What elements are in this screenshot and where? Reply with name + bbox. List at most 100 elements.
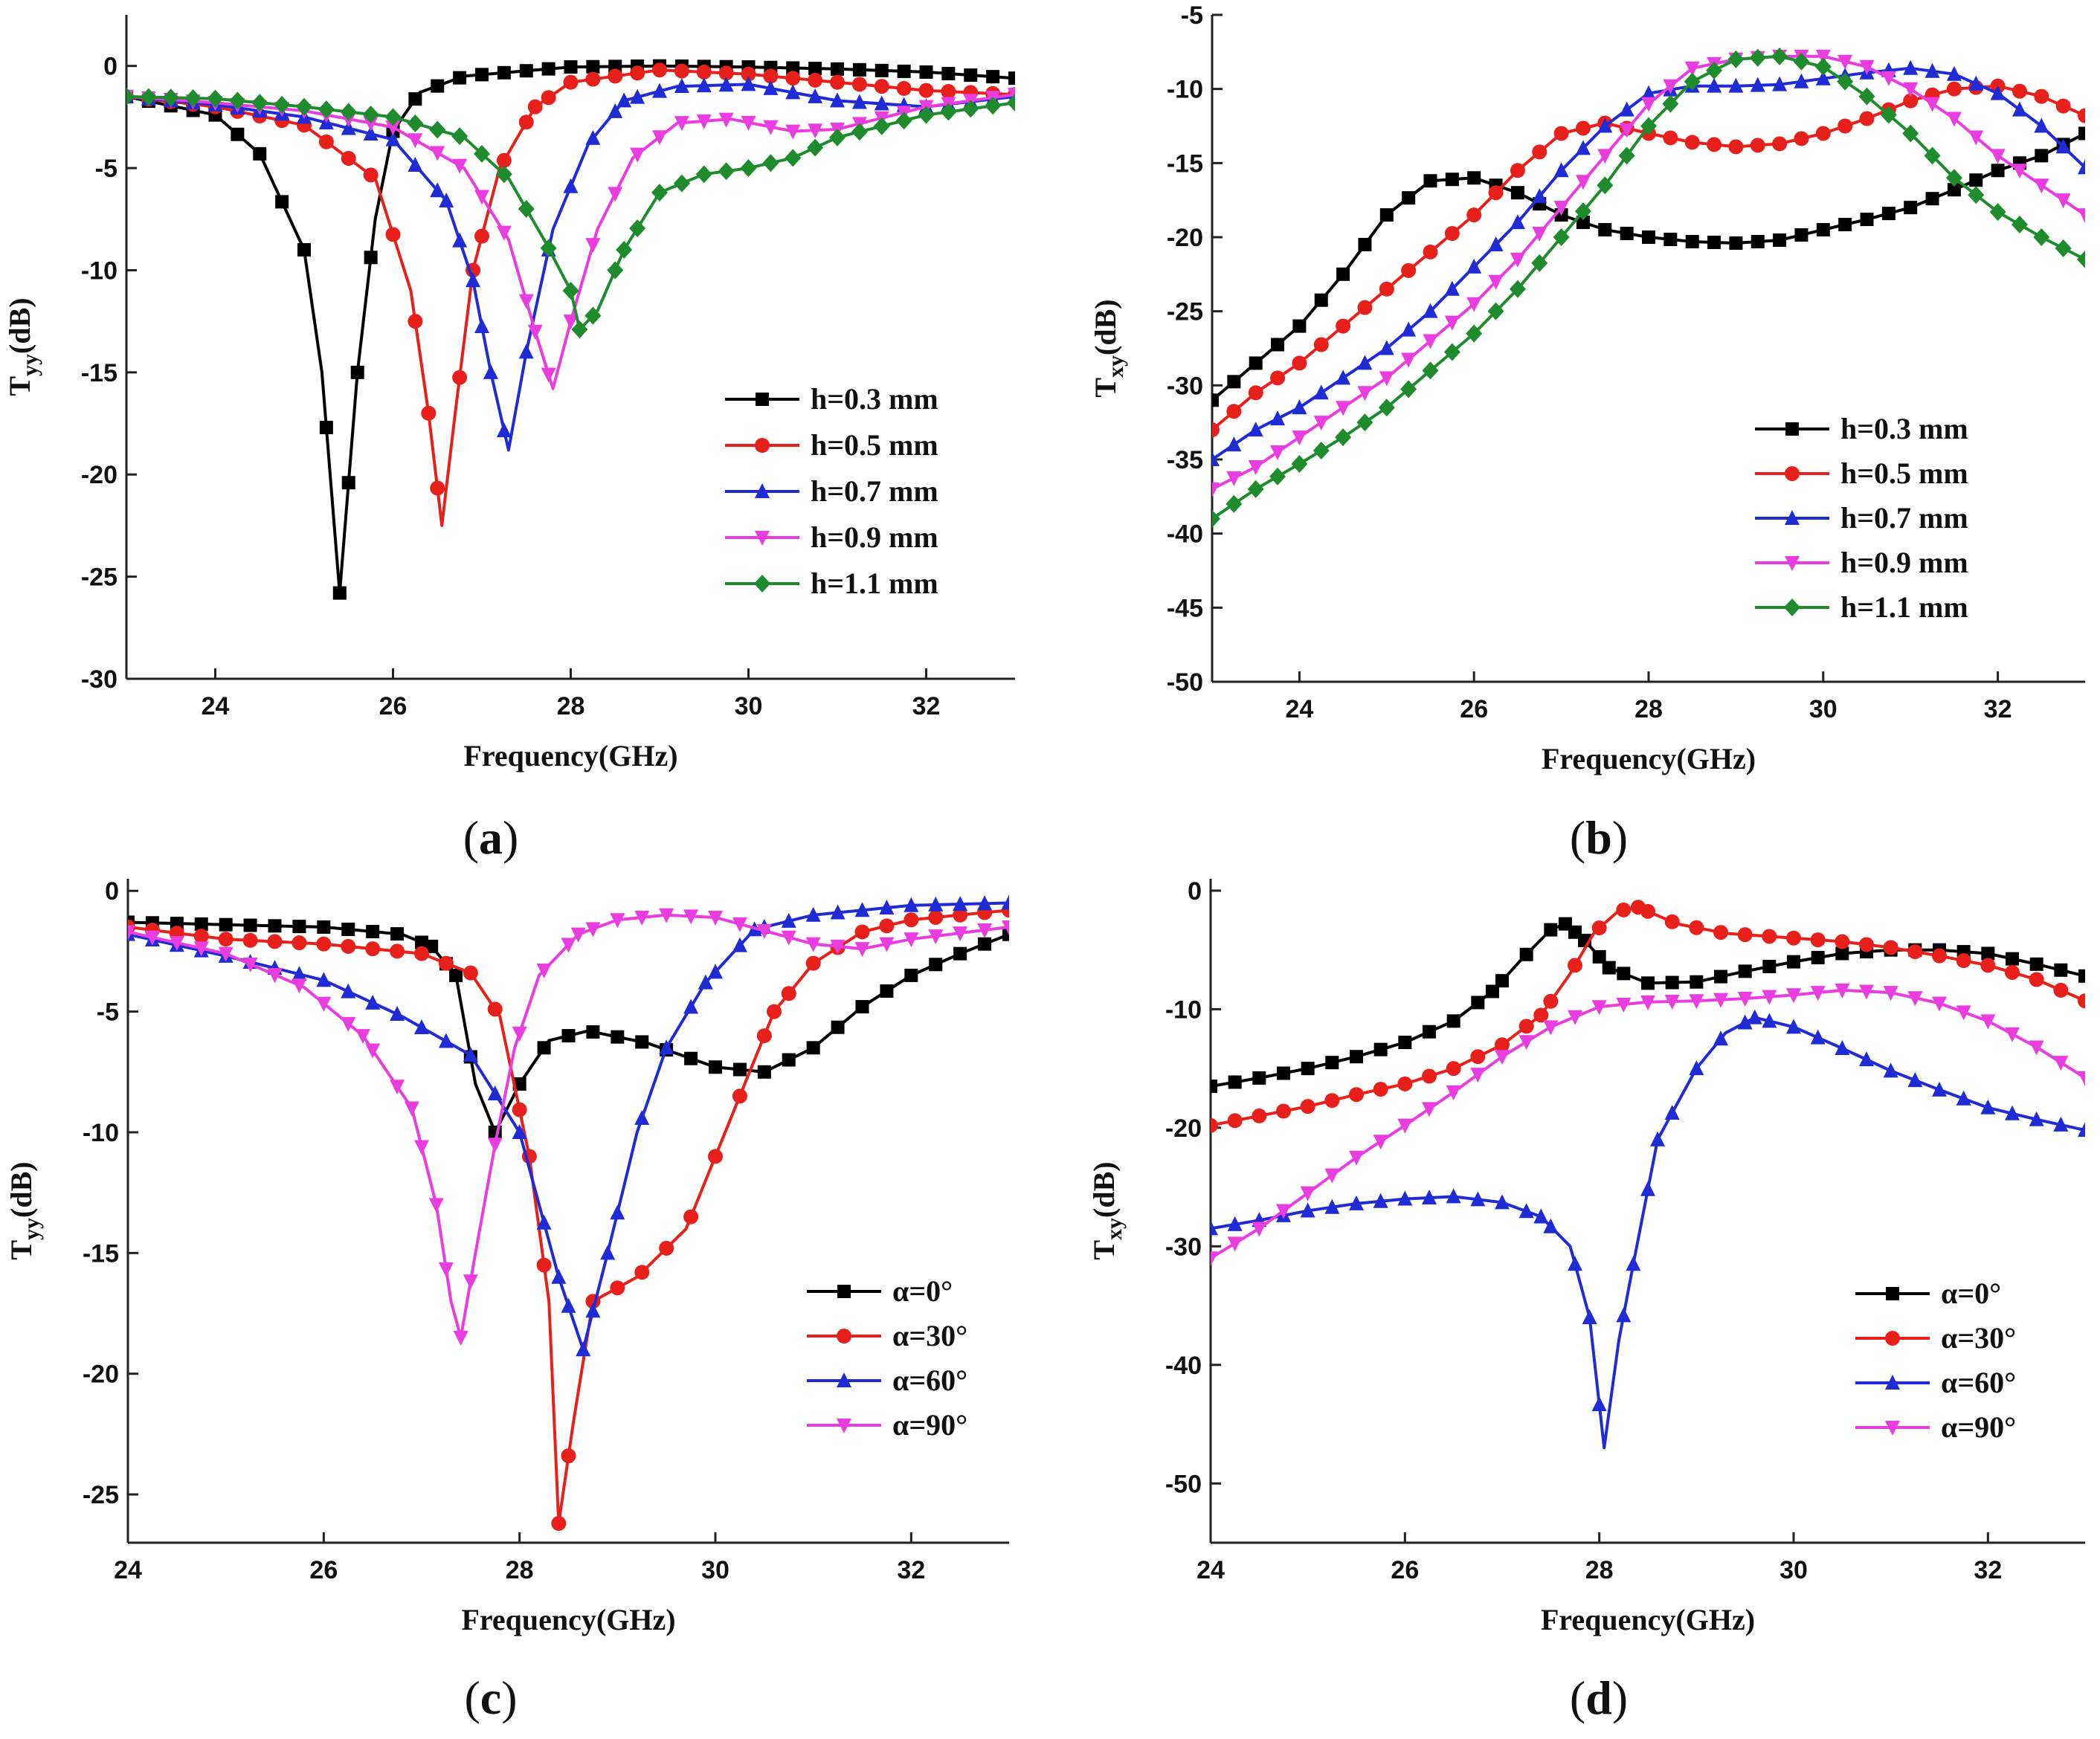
data-point: [1313, 337, 1329, 352]
legend-item: α=90°: [1855, 1410, 2016, 1444]
data-point: [365, 994, 381, 1010]
data-point: [1277, 1066, 1290, 1080]
data-point: [953, 907, 968, 923]
data-point: [1252, 1222, 1267, 1237]
data-point: [928, 929, 944, 945]
data-point: [292, 978, 307, 994]
data-point: [1444, 226, 1460, 242]
data-point: [1883, 986, 1898, 1001]
y-axis-label: Tyy(dB): [3, 297, 42, 396]
data-point: [977, 895, 993, 911]
data-point: [1553, 228, 1570, 246]
data-point: [709, 1060, 722, 1074]
data-point: [1737, 992, 1753, 1007]
legend-item: α=30°: [1855, 1321, 2016, 1355]
data-point: [551, 1516, 567, 1532]
data-point: [1990, 149, 2006, 164]
legend-marker: [1885, 1375, 1900, 1390]
data-point: [1292, 319, 1307, 333]
series-4: [1211, 983, 2085, 1267]
data-point: [1640, 903, 1655, 919]
series-line: [128, 901, 1009, 1352]
data-point: [408, 156, 423, 172]
data-point: [453, 71, 467, 85]
data-point: [2078, 993, 2085, 1009]
data-point: [874, 79, 889, 94]
data-point: [1575, 140, 1591, 155]
data-point: [941, 66, 956, 80]
data-point: [1357, 355, 1373, 370]
data-point: [2006, 952, 2019, 966]
data-point: [563, 74, 579, 90]
data-point: [1728, 139, 1744, 155]
plot-area: [1212, 47, 2085, 528]
x-tick-label: 32: [912, 692, 941, 720]
data-point: [1519, 947, 1533, 961]
legend-marker: [837, 1419, 851, 1433]
data-point: [414, 946, 429, 961]
legend-marker: [837, 1372, 851, 1387]
data-point: [1373, 1193, 1388, 1208]
data-point: [740, 159, 757, 178]
data-point: [1968, 75, 1984, 91]
data-point: [2029, 1040, 2044, 1056]
data-point: [1663, 232, 1678, 246]
data-point: [1664, 914, 1680, 929]
y-tick-label: -30: [1167, 372, 1203, 400]
data-point: [651, 184, 668, 202]
legend-item: α=30°: [807, 1319, 967, 1352]
data-point: [1662, 94, 1679, 113]
data-point: [1835, 946, 1849, 961]
data-point: [1495, 1037, 1510, 1053]
y-tick-label: 0: [1188, 877, 1202, 906]
data-point: [1532, 144, 1547, 160]
data-point: [659, 1039, 674, 1055]
legend-label: α=90°: [1941, 1410, 2016, 1444]
data-point: [496, 225, 512, 241]
data-point: [1684, 72, 1701, 91]
legend-item: α=0°: [1855, 1277, 2001, 1310]
data-point: [1312, 442, 1330, 460]
data-point: [1518, 1203, 1534, 1219]
data-point: [610, 913, 625, 929]
data-point: [611, 1030, 625, 1044]
data-point: [1689, 1060, 1704, 1076]
data-point: [1313, 416, 1329, 431]
data-point: [608, 103, 623, 118]
data-point: [1509, 280, 1526, 298]
data-point: [2078, 208, 2085, 224]
data-point: [659, 1240, 674, 1256]
data-point: [1946, 81, 1962, 97]
data-point: [1947, 183, 1961, 197]
data-point: [880, 984, 894, 998]
legend-marker: [1785, 422, 1799, 436]
data-point: [1684, 135, 1700, 150]
data-point: [854, 924, 870, 940]
data-point: [781, 930, 796, 946]
data-point: [2012, 101, 2027, 117]
data-point: [332, 586, 347, 600]
legend-marker: [754, 575, 770, 593]
data-point: [1707, 137, 1722, 152]
data-point: [512, 1026, 527, 1042]
data-point: [1350, 1050, 1363, 1064]
data-point: [561, 1448, 576, 1464]
data-point: [1495, 1194, 1510, 1210]
x-tick-label: 26: [309, 1556, 338, 1584]
data-point: [962, 100, 979, 118]
data-point: [1838, 54, 1853, 70]
data-point: [1373, 1135, 1388, 1150]
data-point: [1271, 338, 1285, 352]
data-point: [527, 324, 543, 340]
data-point: [430, 146, 445, 161]
data-point: [268, 919, 282, 933]
data-point: [297, 242, 311, 257]
data-point: [1401, 352, 1417, 368]
data-point: [1737, 927, 1753, 943]
data-point: [1747, 1009, 1762, 1025]
data-point: [385, 131, 401, 146]
data-point: [2078, 108, 2085, 123]
y-tick-label: -15: [81, 359, 117, 387]
data-point: [785, 124, 801, 140]
